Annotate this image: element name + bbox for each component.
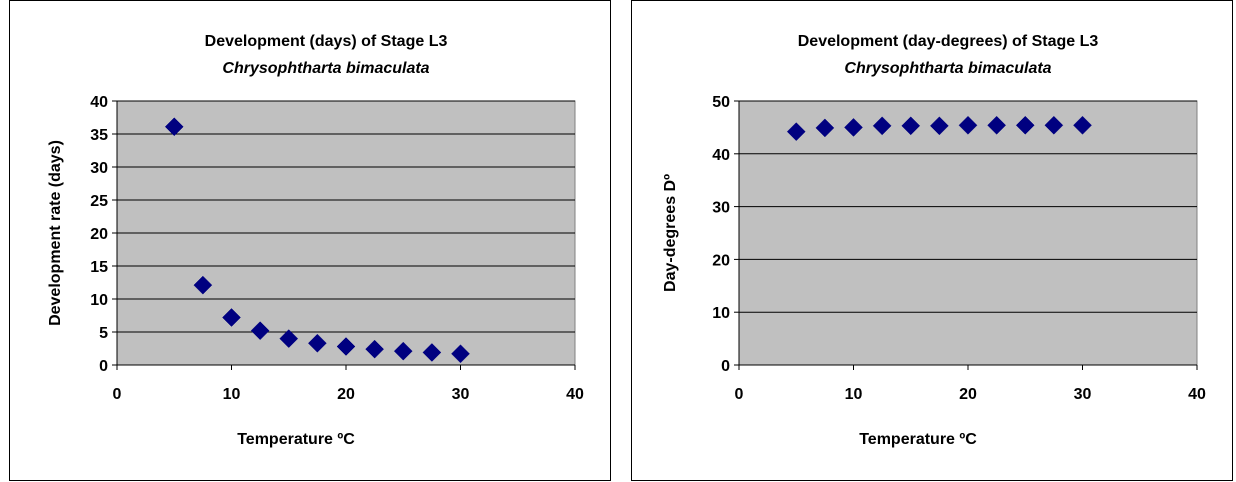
data-point: [164, 117, 184, 137]
data-point: [222, 308, 241, 327]
y-tick-label: 40: [712, 147, 730, 164]
data-point: [250, 321, 270, 341]
y-tick-label: 25: [90, 193, 108, 210]
x-tick-label: 0: [735, 386, 744, 403]
data-point: [365, 339, 384, 359]
chart-panel-development-days: 0 5 10 15 20 25 30 35 40 0 10 20 30 40 Development (da…: [9, 0, 611, 481]
y-tick-label: 10: [90, 292, 108, 309]
x-tick-label: 20: [337, 386, 355, 403]
data-point: [872, 116, 892, 136]
y-tick-label: 35: [90, 127, 108, 144]
chart-subtitle: Chrysophtharta bimaculata: [844, 60, 1051, 77]
chart-development-days: 0 5 10 15 20 25 30 35 40 0 10 20 30 40 Development (da…: [47, 33, 584, 448]
x-tick-label: 10: [845, 386, 863, 403]
y-tick-label: 30: [712, 200, 730, 217]
data-point: [930, 116, 949, 136]
x-tick-label: 30: [1074, 386, 1092, 403]
y-tick-label: 30: [90, 160, 108, 177]
x-tick-label: 20: [959, 386, 977, 403]
data-point: [958, 115, 978, 135]
data-point: [786, 122, 806, 141]
x-tick-label: 30: [452, 386, 470, 403]
x-axis-label: Temperature ºC: [237, 431, 355, 448]
data-point: [451, 344, 470, 364]
y-axis-label: Day-degrees Dº: [662, 174, 679, 292]
data-point: [987, 115, 1006, 135]
data-point: [336, 337, 356, 356]
data-point: [844, 118, 863, 137]
data-point: [1073, 115, 1092, 135]
y-tick-label: 20: [90, 226, 108, 243]
y-tick-label: 20: [712, 252, 730, 269]
data-point: [393, 341, 413, 361]
chart-subtitle: Chrysophtharta bimaculata: [222, 60, 429, 77]
y-tick-label: 0: [99, 358, 108, 375]
y-tick-label: 40: [90, 94, 108, 111]
chart-title: Development (day-degrees) of Stage L3: [798, 33, 1099, 50]
y-axis-label: Development rate (days): [47, 140, 64, 326]
x-tick-label: 10: [223, 386, 241, 403]
y-tick-label: 15: [90, 259, 108, 276]
data-point: [1015, 115, 1035, 135]
data-point: [901, 116, 921, 136]
y-tick-label: 0: [721, 358, 730, 375]
chart-title: Development (days) of Stage L3: [205, 33, 448, 50]
chart-panel-development-day-degrees: 0 10 20 30 40 50 0 10 20 30 40 Development (day-deg…: [631, 0, 1233, 481]
data-point: [279, 329, 299, 348]
data-point: [308, 333, 327, 353]
data-point: [815, 118, 835, 138]
x-axis-label: Temperature ºC: [859, 431, 977, 448]
plot-area: [738, 100, 1198, 366]
y-tick-label: 10: [712, 305, 730, 322]
chart-development-day-degrees: 0 10 20 30 40 50 0 10 20 30 40 Development (day-deg…: [662, 33, 1206, 448]
data-point: [193, 275, 213, 295]
data-point: [422, 343, 442, 362]
x-tick-label: 40: [566, 386, 584, 403]
data-point: [1044, 115, 1064, 135]
y-tick-label: 5: [99, 325, 108, 342]
y-tick-label: 50: [712, 94, 730, 111]
x-tick-label: 40: [1188, 386, 1206, 403]
x-tick-label: 0: [113, 386, 122, 403]
